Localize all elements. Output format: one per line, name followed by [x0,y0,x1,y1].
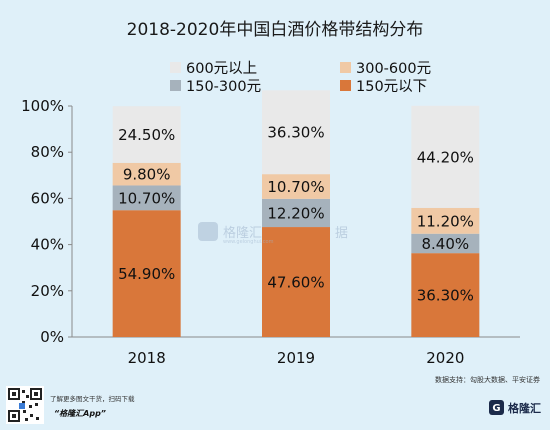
bar-segment [112,185,181,211]
data-label: 12.20% [267,204,324,222]
bar-segment [262,90,330,175]
bar-segment [262,227,330,337]
data-label: 10.70% [267,178,324,196]
y-tick-label: 40% [31,236,64,254]
y-tick-label: 60% [31,189,64,207]
watermark-sub: www.gelonghui.com [223,239,274,245]
legend-swatch [170,80,181,91]
data-label: 24.50% [118,126,175,144]
watermark: 格隆汇 www.gelonghui.com 据 [198,222,348,245]
legend-swatch [170,62,181,73]
data-label: 11.20% [417,212,474,230]
qr-code [6,386,44,424]
data-label: 8.40% [422,235,470,253]
bar-segment [262,174,330,199]
bar-segment [112,162,181,186]
promo-line: 了解更多图文干货，扫码下载 [50,394,135,403]
bar-segment [411,207,480,234]
legend-label: 150元以下 [356,79,427,95]
source-note: 数据支持：勾股大数据、平安证券 [435,375,540,384]
legend-label: 300-600元 [356,61,431,77]
x-category-label: 2020 [426,349,464,367]
bars: 54.90% 10.70% 9.80% 24.50% 2018 47.60% 12.20% 1… [112,90,480,367]
data-label: 36.30% [267,124,324,142]
x-category-label: 2019 [277,349,315,367]
bar-segment [112,210,181,337]
y-tick-label: 0% [40,328,64,346]
y-tick-label: 80% [31,143,64,161]
data-label: 54.90% [118,265,175,283]
data-label: 47.60% [267,274,324,292]
data-label: 10.70% [118,189,175,207]
legend-swatch [340,62,351,73]
brand-name: 格隆汇 [508,401,541,415]
svg-text:G: G [492,403,500,414]
data-label: 9.80% [123,166,171,184]
chart-title: 2018-2020年中国白酒价格带结构分布 [127,20,424,40]
bar-segment [411,253,480,337]
promo-app: “格隆汇App” [54,409,106,418]
brand-icon [489,400,504,415]
brand-logo: G 格隆汇 [489,400,541,415]
legend-label: 150-300元 [186,79,261,95]
x-category-label: 2018 [128,349,166,367]
bar-segment [112,106,181,163]
watermark-logo [198,222,218,241]
bar-segment [411,105,480,208]
watermark-tail: 据 [335,226,348,241]
legend: 600元以上 300-600元 150-300元 150元以下 [170,60,431,95]
bar-segment [262,198,330,228]
legend-swatch [340,80,351,91]
y-tick-label: 20% [31,282,64,300]
bar-segment [411,233,480,254]
watermark-text: 格隆汇 [223,225,262,241]
legend-label: 600元以上 [186,60,257,77]
data-label: 36.30% [417,287,474,305]
y-tick-label: 100% [21,97,64,115]
data-label: 44.20% [417,148,474,166]
